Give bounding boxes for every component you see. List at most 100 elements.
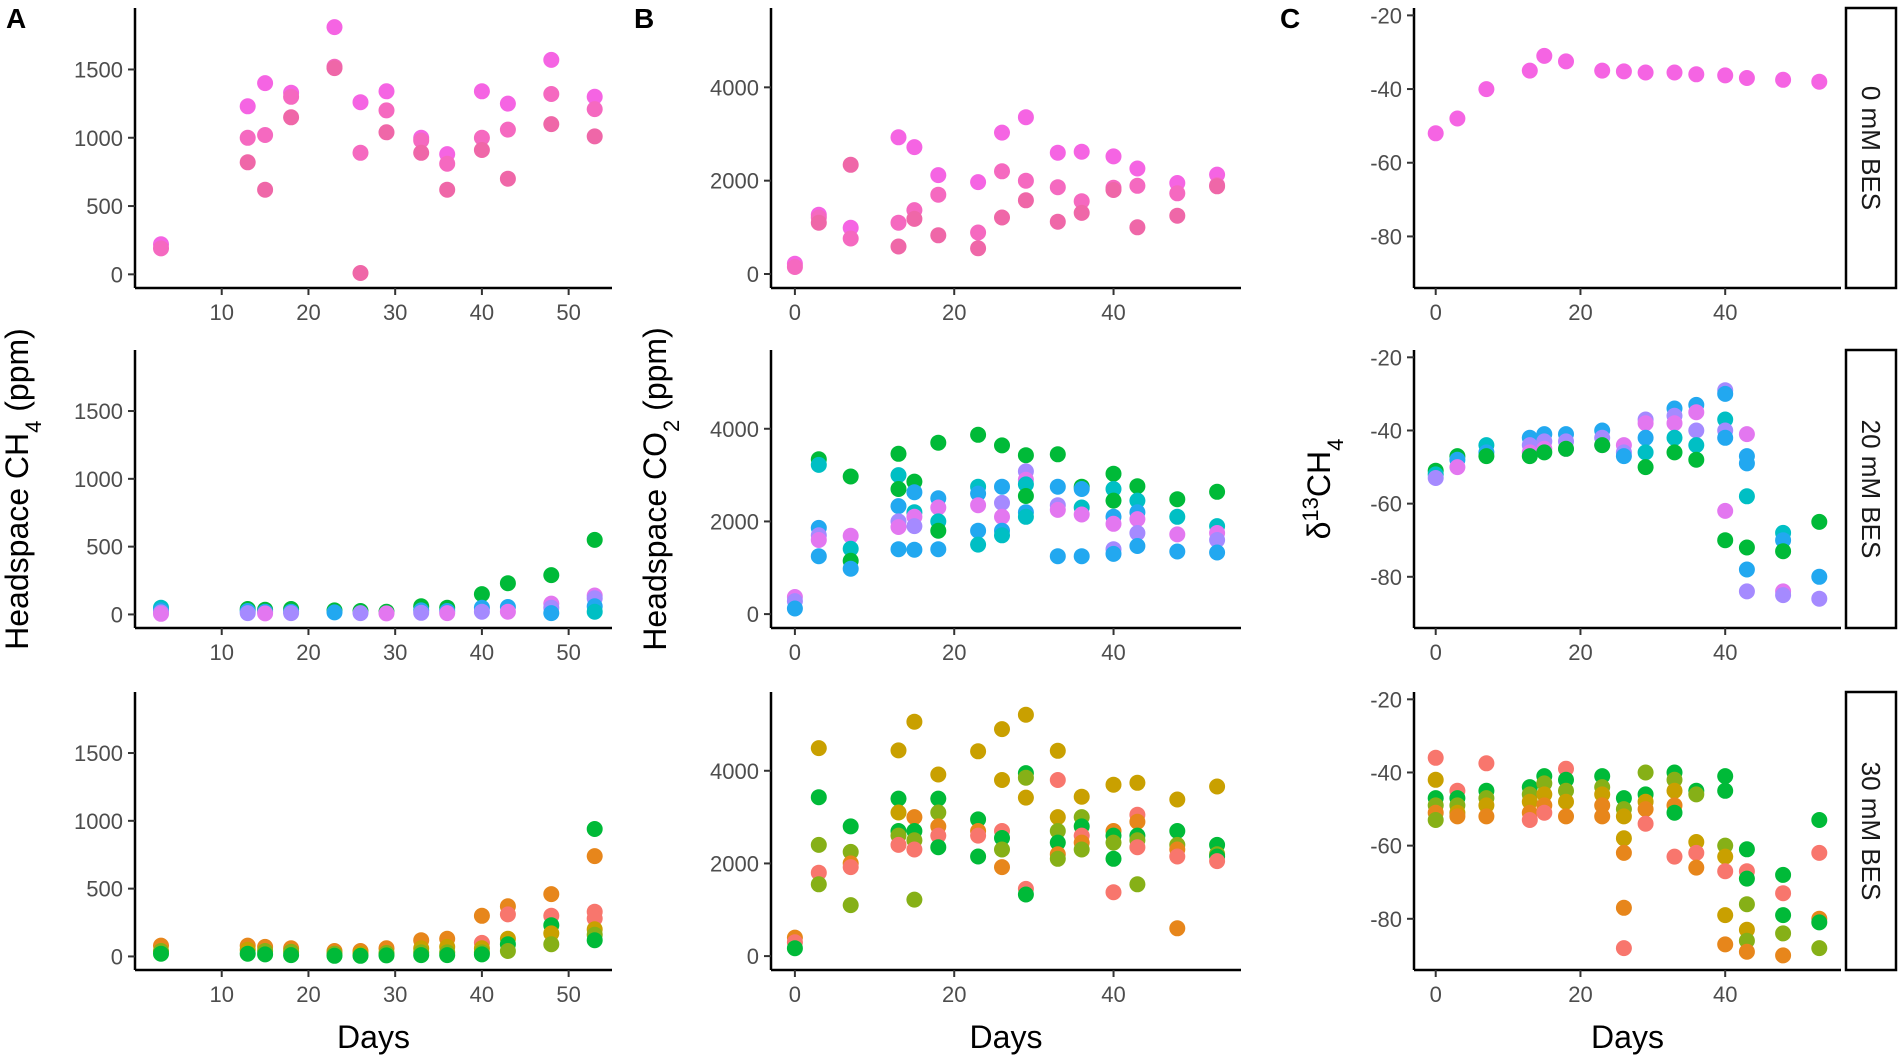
- x-tick-label: 40: [1101, 982, 1125, 1007]
- x-tick-label: 40: [1101, 640, 1125, 665]
- data-point: [1017, 109, 1034, 126]
- data-point: [1775, 71, 1792, 88]
- data-point: [1615, 844, 1632, 861]
- y-tick-label: 4000: [710, 75, 759, 100]
- data-point: [1717, 848, 1734, 865]
- x-axis-title-d13c: Days: [1591, 1019, 1664, 1055]
- data-point: [890, 129, 907, 146]
- y-tick-label: 1000: [74, 126, 123, 151]
- data-point: [1105, 850, 1122, 867]
- data-point: [153, 945, 169, 962]
- data-point: [1073, 841, 1090, 858]
- data-point: [1558, 53, 1574, 70]
- data-point: [1209, 483, 1226, 500]
- facet-strip-box: [1844, 6, 1898, 290]
- facet-strip-2: 30 mM BES: [1844, 690, 1898, 972]
- data-point: [1209, 853, 1226, 870]
- data-point: [1129, 525, 1146, 541]
- panel-d13c-0mM: -80 -60 -40 -20 0 20 40: [1370, 3, 1841, 325]
- facet-strip-box: [1844, 348, 1898, 630]
- x-tick-label: 50: [556, 300, 580, 325]
- data-point: [1105, 465, 1122, 482]
- data-point: [1073, 143, 1090, 160]
- x-tick-label: 50: [556, 982, 580, 1007]
- data-point: [930, 827, 947, 844]
- y-tick-label: 1000: [74, 467, 123, 492]
- data-point: [1637, 64, 1654, 81]
- data-point: [1594, 62, 1611, 79]
- data-point: [906, 713, 923, 730]
- data-point: [930, 167, 947, 184]
- data-point: [930, 804, 947, 821]
- panel-d13c-30mM: -80 -60 -40 -20 0 20 40: [1370, 687, 1841, 1007]
- data-point: [1129, 774, 1146, 791]
- data-point: [1688, 422, 1705, 439]
- data-point: [1594, 768, 1611, 785]
- data-point: [1129, 538, 1146, 554]
- data-point: [257, 181, 274, 198]
- x-tick-label: 40: [1101, 300, 1125, 325]
- data-point: [1615, 808, 1632, 825]
- data-point: [499, 906, 516, 923]
- data-point: [810, 548, 827, 565]
- data-point: [1105, 545, 1122, 562]
- data-point: [930, 790, 947, 807]
- data-point: [1478, 755, 1495, 772]
- data-point: [890, 804, 907, 821]
- data-point: [413, 947, 430, 964]
- data-point: [283, 947, 300, 964]
- data-point: [1615, 940, 1632, 957]
- data-point: [1717, 429, 1734, 446]
- data-point: [1521, 62, 1538, 79]
- data-point: [1017, 508, 1034, 525]
- y-tick-label: 0: [111, 262, 123, 287]
- data-point: [1427, 749, 1444, 766]
- data-point: [1105, 148, 1122, 165]
- data-point: [890, 541, 907, 558]
- data-point: [994, 830, 1010, 846]
- data-point: [1558, 440, 1574, 457]
- points-d13c-20mM: [1427, 382, 1828, 607]
- data-point: [1017, 789, 1034, 806]
- y-tick-label: 2000: [710, 169, 759, 194]
- data-point: [1169, 185, 1186, 202]
- data-point: [1717, 411, 1734, 428]
- data-point: [1637, 444, 1654, 461]
- x-tick-label: 0: [789, 640, 801, 665]
- data-point: [439, 155, 456, 172]
- data-point: [810, 789, 827, 806]
- x-tick-label: 40: [470, 640, 494, 665]
- data-point: [970, 848, 987, 865]
- data-point: [810, 876, 827, 893]
- data-point: [1637, 815, 1654, 832]
- data-point: [378, 947, 395, 964]
- data-point: [586, 932, 603, 949]
- data-point: [473, 83, 490, 100]
- data-point: [1717, 67, 1734, 84]
- data-point: [1717, 532, 1734, 549]
- data-point: [1169, 848, 1186, 865]
- data-point: [810, 214, 827, 231]
- points-d13c-0mM: [1427, 47, 1828, 142]
- data-point: [1105, 834, 1122, 851]
- facet-strip-0: 0 mM BES: [1844, 6, 1898, 290]
- x-tick-label: 40: [1713, 982, 1737, 1007]
- y-tick-label: -40: [1370, 760, 1402, 785]
- data-point: [499, 575, 516, 592]
- y-tick-label: 0: [747, 944, 759, 969]
- data-point: [1717, 782, 1734, 799]
- data-point: [890, 481, 907, 497]
- data-point: [153, 605, 169, 622]
- data-point: [1688, 859, 1705, 876]
- data-point: [994, 163, 1010, 180]
- data-point: [1594, 786, 1611, 803]
- data-point: [970, 240, 987, 257]
- data-point: [352, 947, 369, 964]
- data-point: [1666, 782, 1683, 799]
- data-point: [842, 897, 859, 914]
- data-point: [810, 864, 827, 881]
- data-point: [1717, 768, 1734, 785]
- data-point: [1049, 850, 1066, 867]
- data-point: [1738, 870, 1755, 887]
- data-point: [1449, 110, 1466, 127]
